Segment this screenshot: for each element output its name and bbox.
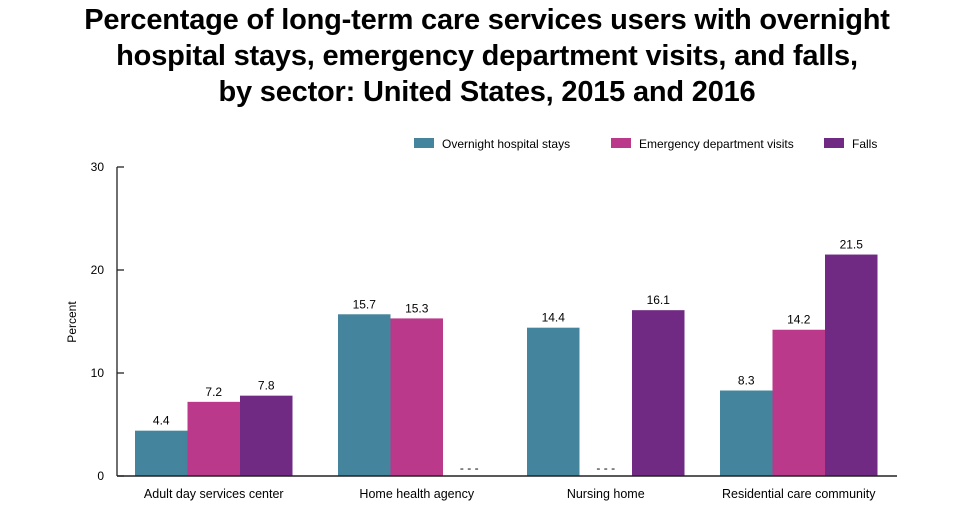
missing-data-marker: - - - bbox=[460, 461, 479, 475]
y-axis: 0 10 20 30 Percent bbox=[65, 160, 124, 483]
x-axis: Adult day services center Home health age… bbox=[117, 475, 897, 501]
bars: 4.4 7.2 7.8 15.7 15.3 - - - 14.4 - - - 16.1 8.3 14… bbox=[135, 238, 878, 476]
data-label: 15.7 bbox=[353, 297, 377, 311]
legend: Overnight hospital stays Emergency depart… bbox=[414, 137, 877, 151]
x-category-label: Residential care community bbox=[722, 487, 876, 501]
data-label: 7.8 bbox=[258, 379, 275, 393]
bar bbox=[135, 430, 188, 476]
legend-label: Overnight hospital stays bbox=[442, 137, 570, 151]
x-category-label: Adult day services center bbox=[144, 487, 284, 501]
legend-swatch bbox=[824, 138, 844, 148]
data-label: 15.3 bbox=[405, 301, 429, 315]
data-label: 7.2 bbox=[205, 385, 222, 399]
bar bbox=[632, 310, 685, 476]
data-label: 14.4 bbox=[542, 311, 566, 325]
y-tick-label: 10 bbox=[91, 366, 105, 380]
x-category-label: Nursing home bbox=[567, 487, 645, 501]
chart-title-line-2: hospital stays, emergency department vis… bbox=[116, 40, 858, 72]
bar bbox=[720, 390, 773, 476]
legend-label: Emergency department visits bbox=[639, 137, 794, 151]
legend-swatch bbox=[414, 138, 434, 148]
bar bbox=[338, 314, 391, 476]
bar bbox=[187, 401, 240, 476]
bar bbox=[527, 327, 580, 476]
bar bbox=[772, 329, 825, 476]
legend-swatch bbox=[611, 138, 631, 148]
y-tick-label: 0 bbox=[97, 469, 104, 483]
chart-title-line-1: Percentage of long-term care services us… bbox=[84, 4, 890, 36]
bar bbox=[825, 254, 878, 476]
bar bbox=[390, 318, 443, 476]
data-label: 8.3 bbox=[738, 374, 755, 388]
data-label: 21.5 bbox=[840, 238, 864, 252]
y-axis-title: Percent bbox=[65, 301, 79, 343]
data-label: 14.2 bbox=[787, 313, 811, 327]
y-tick-label: 30 bbox=[91, 160, 105, 174]
bar bbox=[240, 395, 293, 476]
chart-title-line-3: by sector: United States, 2015 and 2016 bbox=[218, 76, 756, 108]
y-tick-label: 20 bbox=[91, 263, 105, 277]
legend-label: Falls bbox=[852, 137, 877, 151]
data-label: 4.4 bbox=[153, 414, 170, 428]
x-category-label: Home health agency bbox=[359, 487, 474, 501]
chart-title: Percentage of long-term care services us… bbox=[0, 2, 974, 110]
missing-data-marker: - - - bbox=[596, 461, 615, 475]
data-label: 16.1 bbox=[647, 293, 671, 307]
